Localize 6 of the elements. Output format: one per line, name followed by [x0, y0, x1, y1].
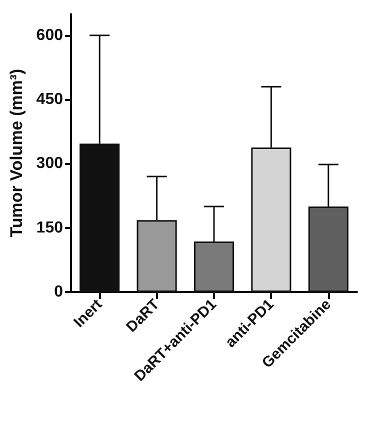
- y-tick-label: 450: [36, 91, 64, 108]
- y-axis-title: Tumor Volume (mm³): [7, 68, 26, 238]
- y-tick-label: 0: [54, 284, 64, 300]
- y-tick-label: 300: [36, 155, 64, 172]
- y-tick-label: 600: [36, 26, 64, 44]
- y-tick-label: 150: [36, 219, 64, 236]
